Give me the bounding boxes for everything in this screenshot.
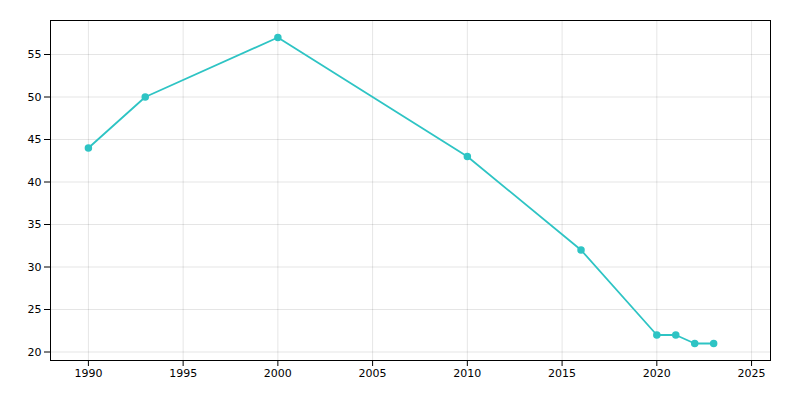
svg-text:30: 30 (28, 261, 42, 274)
svg-text:20: 20 (28, 346, 42, 359)
svg-text:2010: 2010 (453, 367, 481, 380)
svg-text:25: 25 (28, 303, 42, 316)
svg-text:1995: 1995 (169, 367, 197, 380)
svg-text:2020: 2020 (643, 367, 671, 380)
svg-text:35: 35 (28, 218, 42, 231)
svg-text:2025: 2025 (738, 367, 766, 380)
svg-text:1990: 1990 (74, 367, 102, 380)
svg-text:2005: 2005 (359, 367, 387, 380)
svg-text:55: 55 (28, 48, 42, 61)
svg-text:2015: 2015 (548, 367, 576, 380)
svg-text:45: 45 (28, 133, 42, 146)
svg-text:50: 50 (28, 91, 42, 104)
svg-text:40: 40 (28, 176, 42, 189)
svg-text:2000: 2000 (264, 367, 292, 380)
